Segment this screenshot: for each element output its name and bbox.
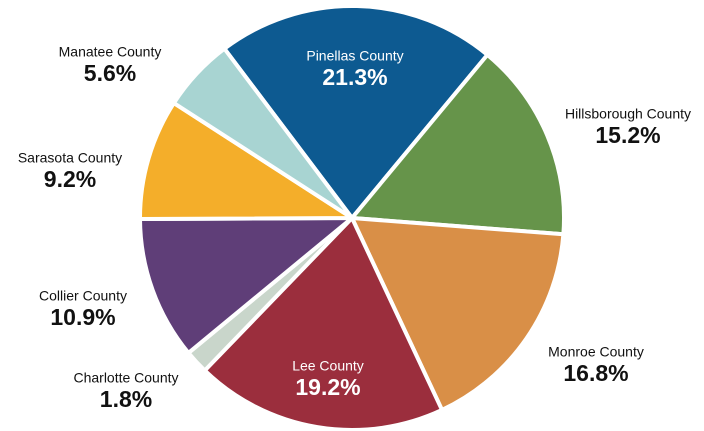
pie-slice	[350, 52, 566, 237]
pie-slice	[202, 216, 444, 431]
slice-label: Lee County	[292, 358, 364, 374]
slice-value-label: 10.9%	[50, 304, 115, 330]
slice-label: Manatee County	[59, 44, 162, 60]
slice-label: Monroe County	[548, 344, 644, 360]
pie-slice	[222, 4, 490, 220]
slice-label: Hillsborough County	[565, 106, 691, 122]
slice-value-label: 19.2%	[295, 374, 360, 400]
slice-value-label: 21.3%	[322, 64, 387, 90]
slice-label: Pinellas County	[306, 48, 403, 64]
slice-value-label: 15.2%	[595, 122, 660, 148]
pie-slice	[350, 216, 566, 412]
slice-label: Charlotte County	[73, 370, 178, 386]
pie-slice	[138, 101, 354, 222]
slice-value-label: 9.2%	[44, 166, 96, 192]
slice-label: Sarasota County	[18, 150, 122, 166]
pie-slice	[171, 46, 354, 220]
slice-value-label: 16.8%	[563, 360, 628, 386]
slice-value-label: 1.8%	[100, 386, 152, 412]
pie-slice	[138, 216, 354, 355]
slice-value-label: 5.6%	[84, 60, 136, 86]
slice-label: Collier County	[39, 288, 127, 304]
